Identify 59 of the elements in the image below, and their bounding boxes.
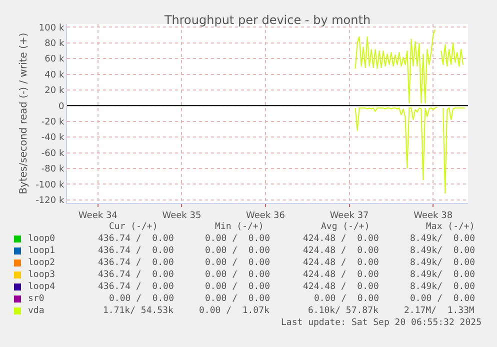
text: 424.48 / 0.00 [303,282,379,292]
text: 0.00 / 1.07k [199,306,270,316]
text: 0.00 / 0.00 [205,258,270,268]
text: 424.48 / 0.00 [303,234,379,244]
y-tick-label: 20 k [44,86,65,96]
text: 436.74 / 0.00 [98,270,174,280]
text: 1.71k/ 54.53k [103,306,174,316]
y-tick-label: 100 k [38,23,65,34]
text: 436.74 / 0.00 [98,246,174,256]
text: 0.00 / 0.00 [410,294,476,304]
text: 8.49k/ 0.00 [410,234,476,244]
text: 424.48 / 0.00 [303,258,379,268]
legend-label: loop3 [28,270,56,280]
text: Avg (-/+) [321,222,370,232]
text: 0.00 / 0.00 [205,270,270,280]
text: Cur (-/+) [109,222,158,232]
text: 8.49k/ 0.00 [410,270,476,280]
x-tick-label: Week 35 [162,210,202,221]
text: 8.49k/ 0.00 [410,246,476,256]
legend-label: loop1 [28,246,56,256]
text: 8.49k/ 0.00 [410,258,476,268]
text: 8.49k/ 0.00 [410,282,476,292]
text: 0.00 / 0.00 [205,234,270,244]
text: 0.00 / 0.00 [205,246,270,256]
x-tick-label: Week 37 [330,210,369,221]
y-tick-label: 60 k [44,54,65,65]
text: 436.74 / 0.00 [98,282,174,292]
text: 0.00 / 0.00 [109,294,174,304]
text: 436.74 / 0.00 [98,258,174,268]
y-tick-label: -120 k [36,196,65,206]
text: 2.17M/ 1.33M [404,306,476,316]
legend-label: vda [28,306,44,316]
y-tick-label: 40 k [44,70,65,80]
text: 436.74 / 0.00 [98,234,174,244]
y-tick-label: 0 [58,102,64,112]
x-tick-label: Week 34 [78,210,118,221]
chart-title: Throughput per device - by month [163,13,371,28]
x-tick-label: Week 38 [414,210,453,221]
text: 424.48 / 0.00 [303,246,379,256]
y-tick-label: -100 k [36,180,65,190]
legend-label: loop2 [28,258,56,268]
y-tick-label: -80 k [41,164,65,175]
y-tick-label: -60 k [41,148,65,159]
x-tick-label: Week 36 [246,210,286,221]
text: Max (-/+) [426,222,475,232]
text: 6.10k/ 57.87k [308,306,380,316]
legend-label: loop0 [28,234,56,244]
text: Min (-/+) [215,222,264,232]
y-tick-label: -40 k [41,133,65,144]
y-tick-label: 80 k [44,38,65,49]
text: 424.48 / 0.00 [303,270,379,280]
legend-label: sr0 [28,294,44,304]
text: 0.00 / 0.00 [314,294,380,304]
y-axis-title: Bytes/second read (-) / write (+) [18,32,30,194]
text: 0.00 / 0.00 [205,294,270,304]
text: 0.00 / 0.00 [205,282,270,292]
text: Last update: Sat Sep 20 06:55:32 2025 [281,318,482,328]
legend-label: loop4 [28,282,56,292]
y-tick-label: -20 k [41,118,65,128]
